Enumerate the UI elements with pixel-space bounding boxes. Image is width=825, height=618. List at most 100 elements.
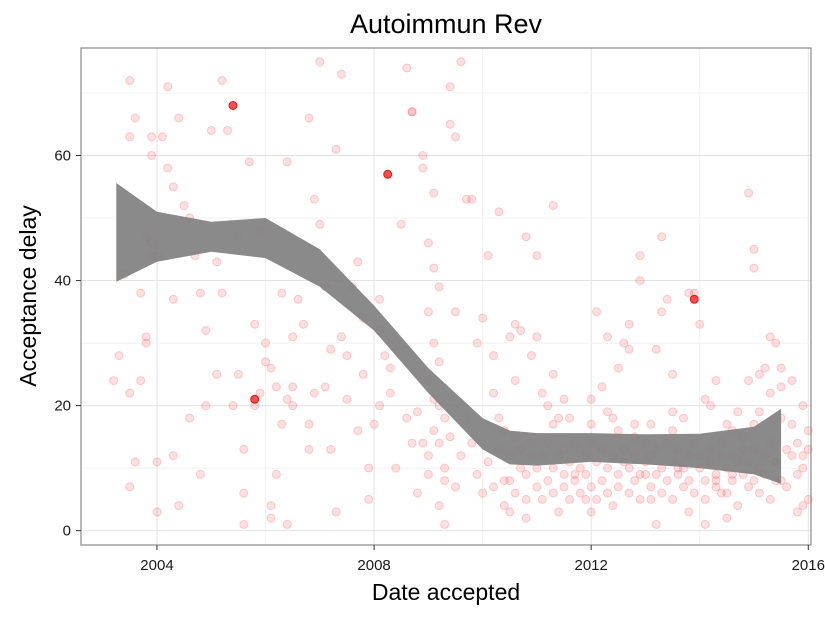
data-point	[548, 488, 558, 498]
data-point	[668, 494, 678, 504]
data-point	[521, 513, 531, 523]
data-point	[429, 188, 439, 198]
data-point	[494, 207, 504, 217]
data-point	[722, 488, 732, 498]
data-point	[803, 426, 813, 436]
data-point	[592, 307, 602, 317]
data-point	[722, 419, 732, 429]
data-point	[586, 394, 596, 404]
data-point	[787, 376, 797, 386]
data-point	[798, 401, 808, 411]
data-point	[375, 401, 384, 411]
data-point	[613, 482, 623, 492]
data-point	[700, 519, 710, 529]
data-point	[239, 519, 249, 529]
data-point	[798, 463, 808, 473]
data-point	[754, 488, 764, 498]
data-point	[559, 469, 569, 479]
data-point	[554, 507, 564, 517]
data-point	[668, 407, 678, 417]
data-point	[657, 232, 667, 242]
x-axis-title: Date accepted	[372, 579, 520, 605]
data-point	[461, 194, 471, 204]
data-point	[646, 494, 656, 504]
data-point	[608, 413, 618, 423]
data-point	[206, 126, 216, 135]
data-point	[679, 482, 688, 492]
data-point	[147, 132, 157, 142]
data-point	[467, 438, 477, 448]
data-point	[277, 288, 287, 298]
data-point	[250, 319, 260, 329]
data-point	[440, 519, 450, 529]
data-point	[624, 344, 634, 354]
data-point	[440, 463, 450, 473]
data-point	[168, 182, 178, 192]
data-point	[217, 76, 227, 85]
data-point	[434, 438, 444, 448]
data-point	[711, 376, 721, 386]
data-point	[255, 388, 265, 398]
data-point	[559, 394, 569, 404]
data-point	[662, 294, 672, 304]
data-point	[385, 388, 395, 398]
data-point	[516, 326, 526, 336]
data-point	[787, 451, 797, 461]
data-point	[299, 319, 308, 329]
data-point	[337, 332, 346, 342]
data-point	[239, 444, 249, 454]
data-point	[152, 507, 162, 517]
data-point	[651, 519, 661, 529]
data-point	[212, 369, 222, 379]
data-point	[565, 494, 574, 504]
data-point	[527, 351, 536, 361]
data-point	[277, 419, 287, 429]
data-point	[413, 407, 422, 417]
data-point	[565, 413, 574, 423]
data-point	[613, 426, 623, 436]
data-point	[467, 194, 477, 204]
data-point	[201, 326, 211, 336]
data-point	[711, 469, 721, 479]
data-point	[271, 382, 281, 392]
data-point	[233, 369, 243, 379]
points	[109, 57, 813, 529]
data-point	[586, 482, 596, 492]
data-point	[125, 76, 135, 85]
data-point	[798, 451, 808, 461]
data-point	[679, 413, 688, 423]
data-point	[586, 507, 596, 517]
data-point	[499, 501, 509, 511]
highlighted-point	[689, 294, 699, 304]
data-point	[168, 294, 178, 304]
data-point	[641, 469, 650, 479]
data-point	[744, 376, 754, 386]
highlighted-point	[228, 101, 238, 110]
data-point	[483, 457, 493, 467]
data-point	[364, 463, 374, 473]
data-point	[684, 288, 694, 298]
data-point	[521, 469, 531, 479]
data-point	[570, 476, 580, 486]
data-point	[603, 332, 612, 342]
data-point	[130, 457, 140, 467]
data-point	[288, 332, 298, 342]
data-point	[380, 351, 390, 361]
highlighted-point	[383, 169, 393, 179]
data-point	[548, 419, 558, 429]
data-point	[136, 288, 146, 298]
data-point	[575, 463, 585, 473]
data-point	[434, 501, 444, 511]
data-point	[125, 482, 135, 492]
data-point	[136, 376, 146, 386]
data-point	[402, 63, 412, 73]
data-point	[700, 394, 710, 404]
data-point	[331, 507, 341, 517]
data-point	[163, 163, 173, 173]
data-point	[613, 469, 623, 479]
data-point	[456, 57, 466, 67]
highlighted-points	[228, 101, 699, 404]
data-point	[472, 469, 482, 479]
data-point	[646, 419, 656, 429]
data-point	[787, 419, 797, 429]
